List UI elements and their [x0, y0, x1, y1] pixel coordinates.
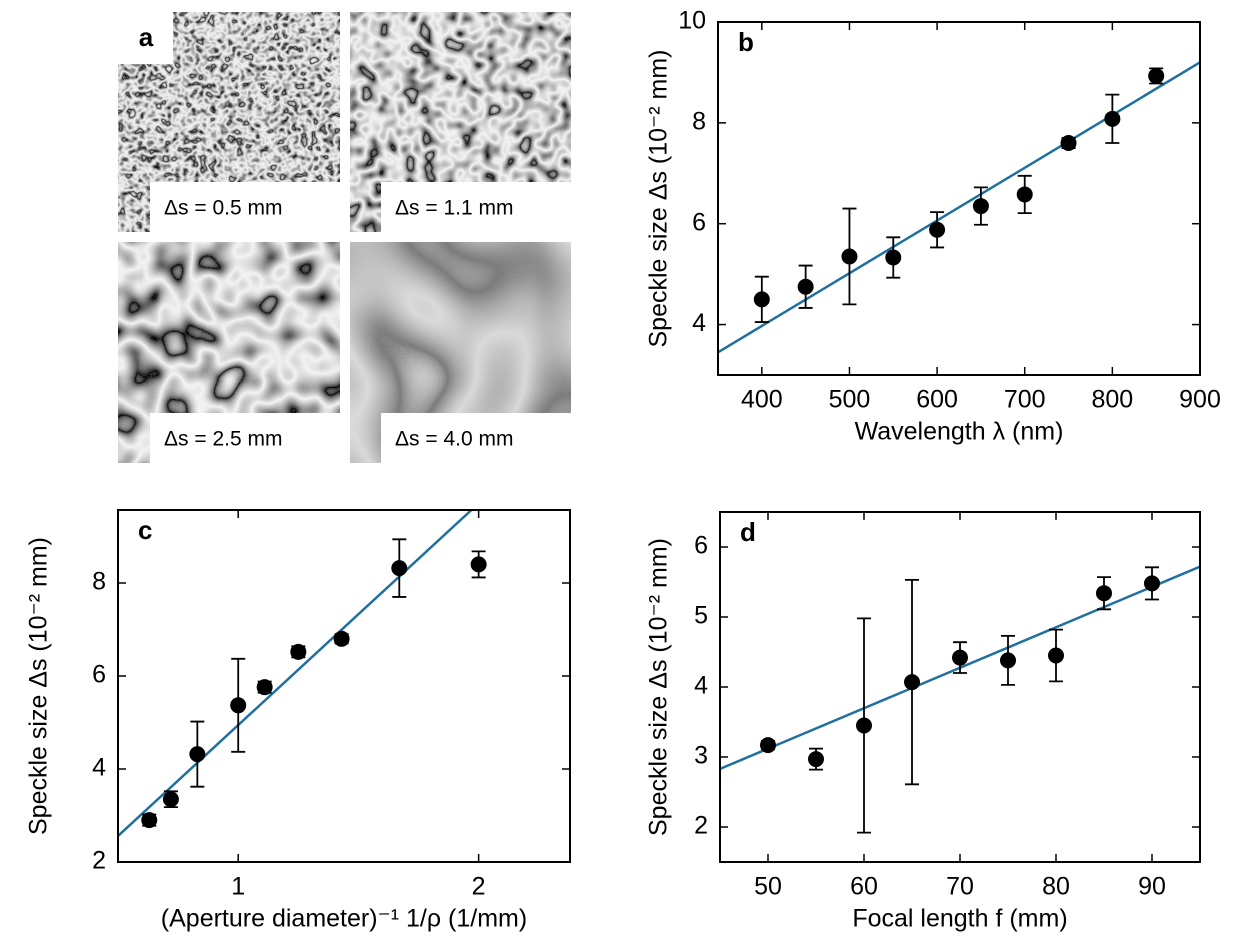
x-tick-label: 50 [754, 873, 782, 901]
y-tick-label: 4 [694, 672, 708, 700]
chart: 50 60 70 80 90 2 3 4 5 6 d Focal length f (mm) Speck… [645, 511, 1201, 933]
plot-frame [719, 511, 1201, 863]
x-tick-label: 900 [1179, 386, 1221, 414]
caption: Δs = 4.0 mm [395, 428, 513, 451]
x-tick-label: 80 [1042, 873, 1070, 901]
panel-label: b [738, 27, 754, 57]
x-tick-label: 60 [850, 873, 878, 901]
y-tick-label: 2 [694, 812, 708, 840]
point [333, 630, 350, 647]
x-tick-label: 2 [472, 873, 486, 901]
plot-frame [117, 509, 571, 863]
panel-label: d [740, 517, 756, 547]
y-axis-label: Speckle size Δs (10⁻² mm) [645, 538, 673, 836]
caption: Δs = 2.5 mm [164, 428, 282, 451]
point [1060, 135, 1077, 152]
point [1048, 647, 1064, 664]
fit-line [718, 61, 1200, 354]
point [972, 198, 989, 215]
chart: 400 500 600 700 800 900 4 6 8 10 b Wavelength λ (nm… [645, 7, 1221, 446]
panel-label: c [138, 515, 152, 545]
y-tick-label: 2 [92, 847, 106, 875]
x-tick-label: 1 [231, 873, 245, 901]
caption: Δs = 1.1 mm [395, 197, 513, 220]
point [162, 791, 179, 808]
point [1144, 575, 1160, 592]
point [1096, 585, 1112, 602]
x-tick-label: 700 [1004, 386, 1046, 414]
x-axis-label: Focal length f (mm) [852, 905, 1067, 933]
y-axis-label: Speckle size Δs (10⁻² mm) [645, 49, 673, 347]
x-axis-label: (Aperture diameter)⁻¹ 1/ρ (1/mm) [161, 905, 527, 933]
point [256, 679, 273, 696]
panel-a: a Δs = 0.5 mm Δs = 1.1 mm Δs = 2.5 mm Δs… [118, 12, 571, 463]
point [808, 751, 824, 768]
y-tick-label: 4 [92, 754, 106, 782]
point [797, 278, 814, 295]
y-tick-label: 6 [92, 661, 106, 689]
y-tick-label: 4 [692, 309, 706, 337]
point [929, 221, 946, 238]
x-tick-label: 500 [829, 386, 871, 414]
point [1104, 110, 1121, 127]
label-box [118, 12, 173, 64]
x-tick-label: 600 [916, 386, 958, 414]
point [141, 812, 158, 829]
y-tick-label: 5 [694, 602, 708, 630]
y-tick-label: 8 [692, 107, 706, 135]
caption: Δs = 0.5 mm [164, 197, 282, 220]
caption-box [150, 413, 340, 463]
point [470, 556, 487, 573]
y-tick-label: 6 [692, 208, 706, 236]
caption-box [381, 182, 571, 232]
y-tick-label: 3 [694, 742, 708, 770]
x-tick-label: 800 [1092, 386, 1134, 414]
point [1148, 67, 1165, 84]
point [952, 649, 968, 666]
chart: 1 2 2 4 6 8 c (Aperture diameter)⁻¹ 1/ρ (1/mm) S… [25, 509, 571, 933]
plot-frame [717, 21, 1201, 376]
y-tick-label: 8 [92, 568, 106, 596]
caption-box [381, 413, 571, 463]
x-tick-label: 400 [741, 386, 783, 414]
point [391, 560, 408, 577]
panel-label: a [139, 22, 154, 52]
caption-box [150, 182, 340, 232]
point [230, 697, 247, 714]
point [841, 248, 858, 265]
point [189, 746, 206, 763]
x-axis-label: Wavelength λ (nm) [855, 418, 1064, 446]
point [760, 737, 776, 754]
point [290, 643, 307, 660]
y-axis-label: Speckle size Δs (10⁻² mm) [25, 537, 53, 835]
point [1016, 186, 1033, 203]
y-tick-label: 10 [678, 7, 706, 35]
point [753, 291, 770, 308]
point [885, 249, 902, 266]
point [856, 717, 872, 734]
fit-line [118, 510, 473, 837]
y-tick-label: 6 [694, 532, 708, 560]
point [1000, 652, 1016, 669]
x-tick-label: 90 [1138, 873, 1166, 901]
point [904, 674, 920, 691]
x-tick-label: 70 [946, 873, 974, 901]
